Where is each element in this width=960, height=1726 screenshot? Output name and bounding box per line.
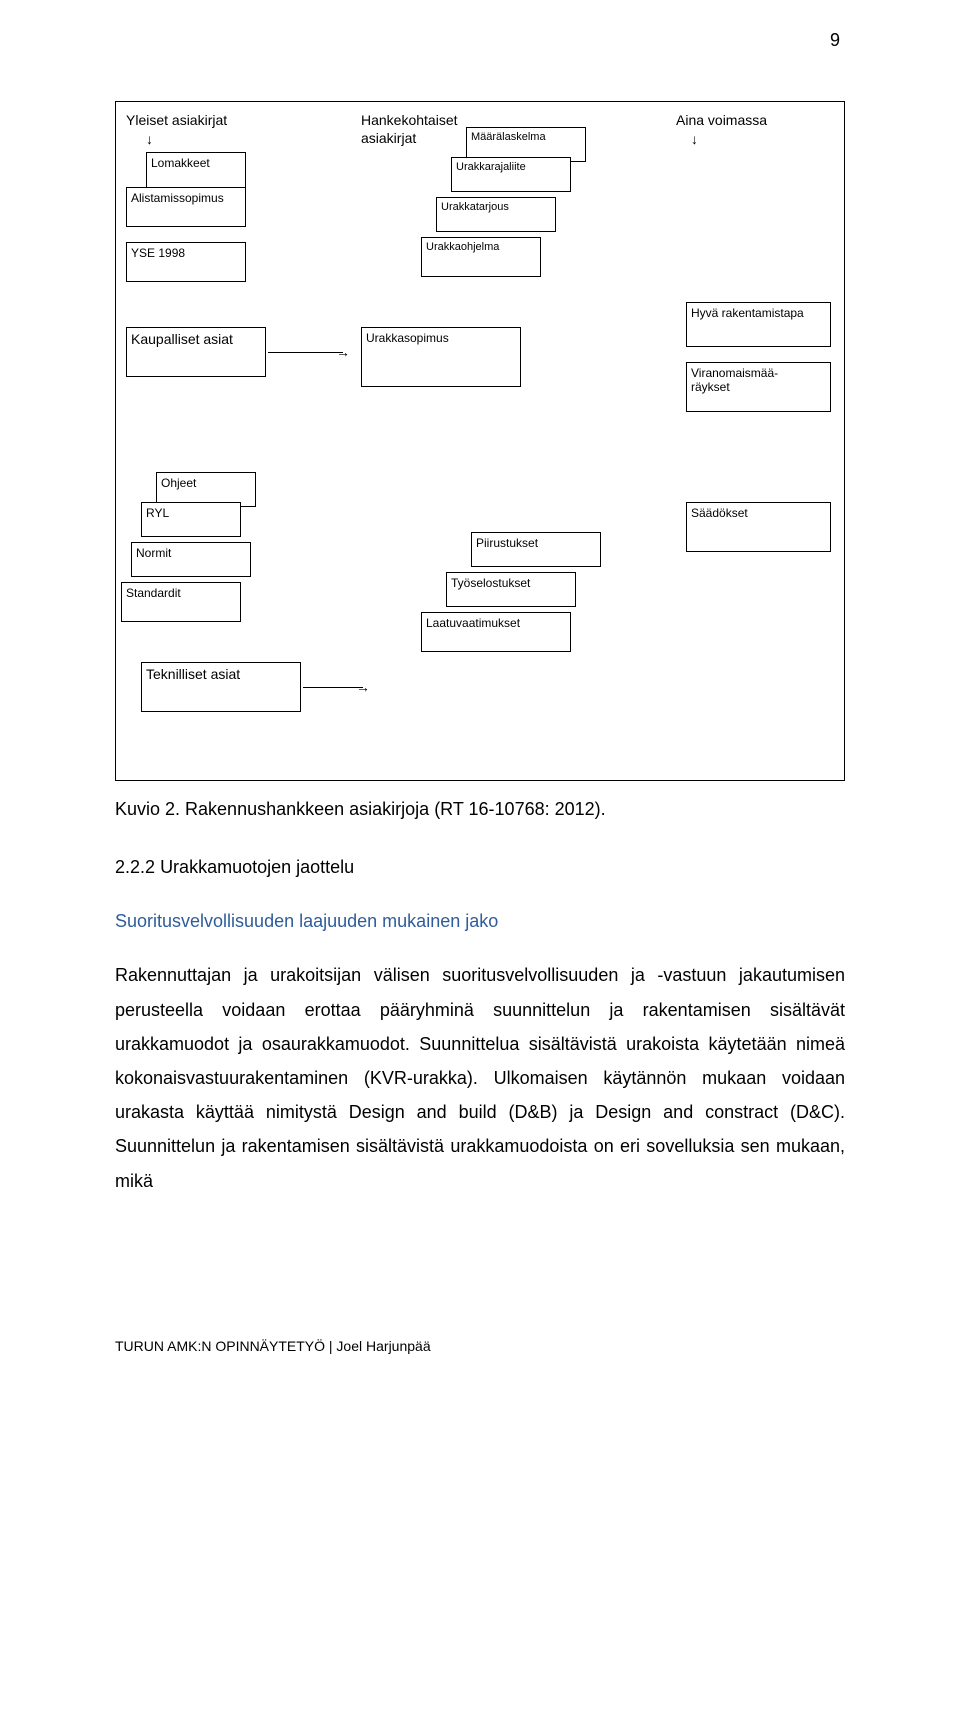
box-teknilliset: Teknilliset asiat [141, 662, 301, 712]
arrow-right-icon: → [336, 345, 350, 359]
box-yse: YSE 1998 [126, 242, 246, 282]
connector-line [268, 352, 343, 353]
page-number: 9 [0, 0, 960, 61]
diagram: Yleiset asiakirjat ↓ Hankekohtaiset asia… [115, 101, 845, 781]
box-urakkatarjous: Urakkatarjous [436, 197, 556, 232]
box-ryl: RYL [141, 502, 241, 537]
box-normit: Normit [131, 542, 251, 577]
box-kaupalliset: Kaupalliset asiat [126, 327, 266, 377]
box-standardit: Standardit [121, 582, 241, 622]
box-laatuvaatimukset: Laatuvaatimukset [421, 612, 571, 652]
box-urakkaohjelma: Urakkaohjelma [421, 237, 541, 277]
col4-title: Aina voimassa [676, 112, 767, 128]
section-number: 2.2.2 [115, 857, 155, 877]
col2-title-line2: asiakirjat [361, 130, 416, 146]
arrow-down-icon: ↓ [146, 132, 153, 146]
body-paragraph: Rakennuttajan ja urakoitsijan välisen su… [115, 958, 845, 1197]
box-urakkasopimus: Urakkasopimus [361, 327, 521, 387]
footer-text: TURUN AMK:N OPINNÄYTETYÖ | Joel Harjunpä… [115, 1338, 845, 1354]
box-urakkarajaliite: Urakkarajaliite [451, 157, 571, 192]
section-heading: 2.2.2 Urakkamuotojen jaottelu [115, 850, 845, 884]
box-hyva: Hyvä rakentamistapa [686, 302, 831, 347]
box-tyoselostukset: Työselostukset [446, 572, 576, 607]
box-lomakkeet: Lomakkeet [146, 152, 246, 192]
arrow-right-icon: → [356, 680, 370, 694]
box-piirustukset: Piirustukset [471, 532, 601, 567]
box-viranomais: Viranomaismää- räykset [686, 362, 831, 412]
section-title: Urakkamuotojen jaottelu [160, 857, 354, 877]
arrow-down-icon: ↓ [691, 132, 698, 146]
col1-title: Yleiset asiakirjat [126, 112, 227, 128]
connector-line [303, 687, 363, 688]
subheading: Suoritusvelvollisuuden laajuuden mukaine… [115, 904, 845, 938]
box-alistamissopimus: Alistamissopimus [126, 187, 246, 227]
col2-title-line1: Hankekohtaiset [361, 112, 458, 128]
figure-caption: Kuvio 2. Rakennushankkeen asiakirjoja (R… [115, 799, 845, 820]
box-saadokset: Säädökset [686, 502, 831, 552]
